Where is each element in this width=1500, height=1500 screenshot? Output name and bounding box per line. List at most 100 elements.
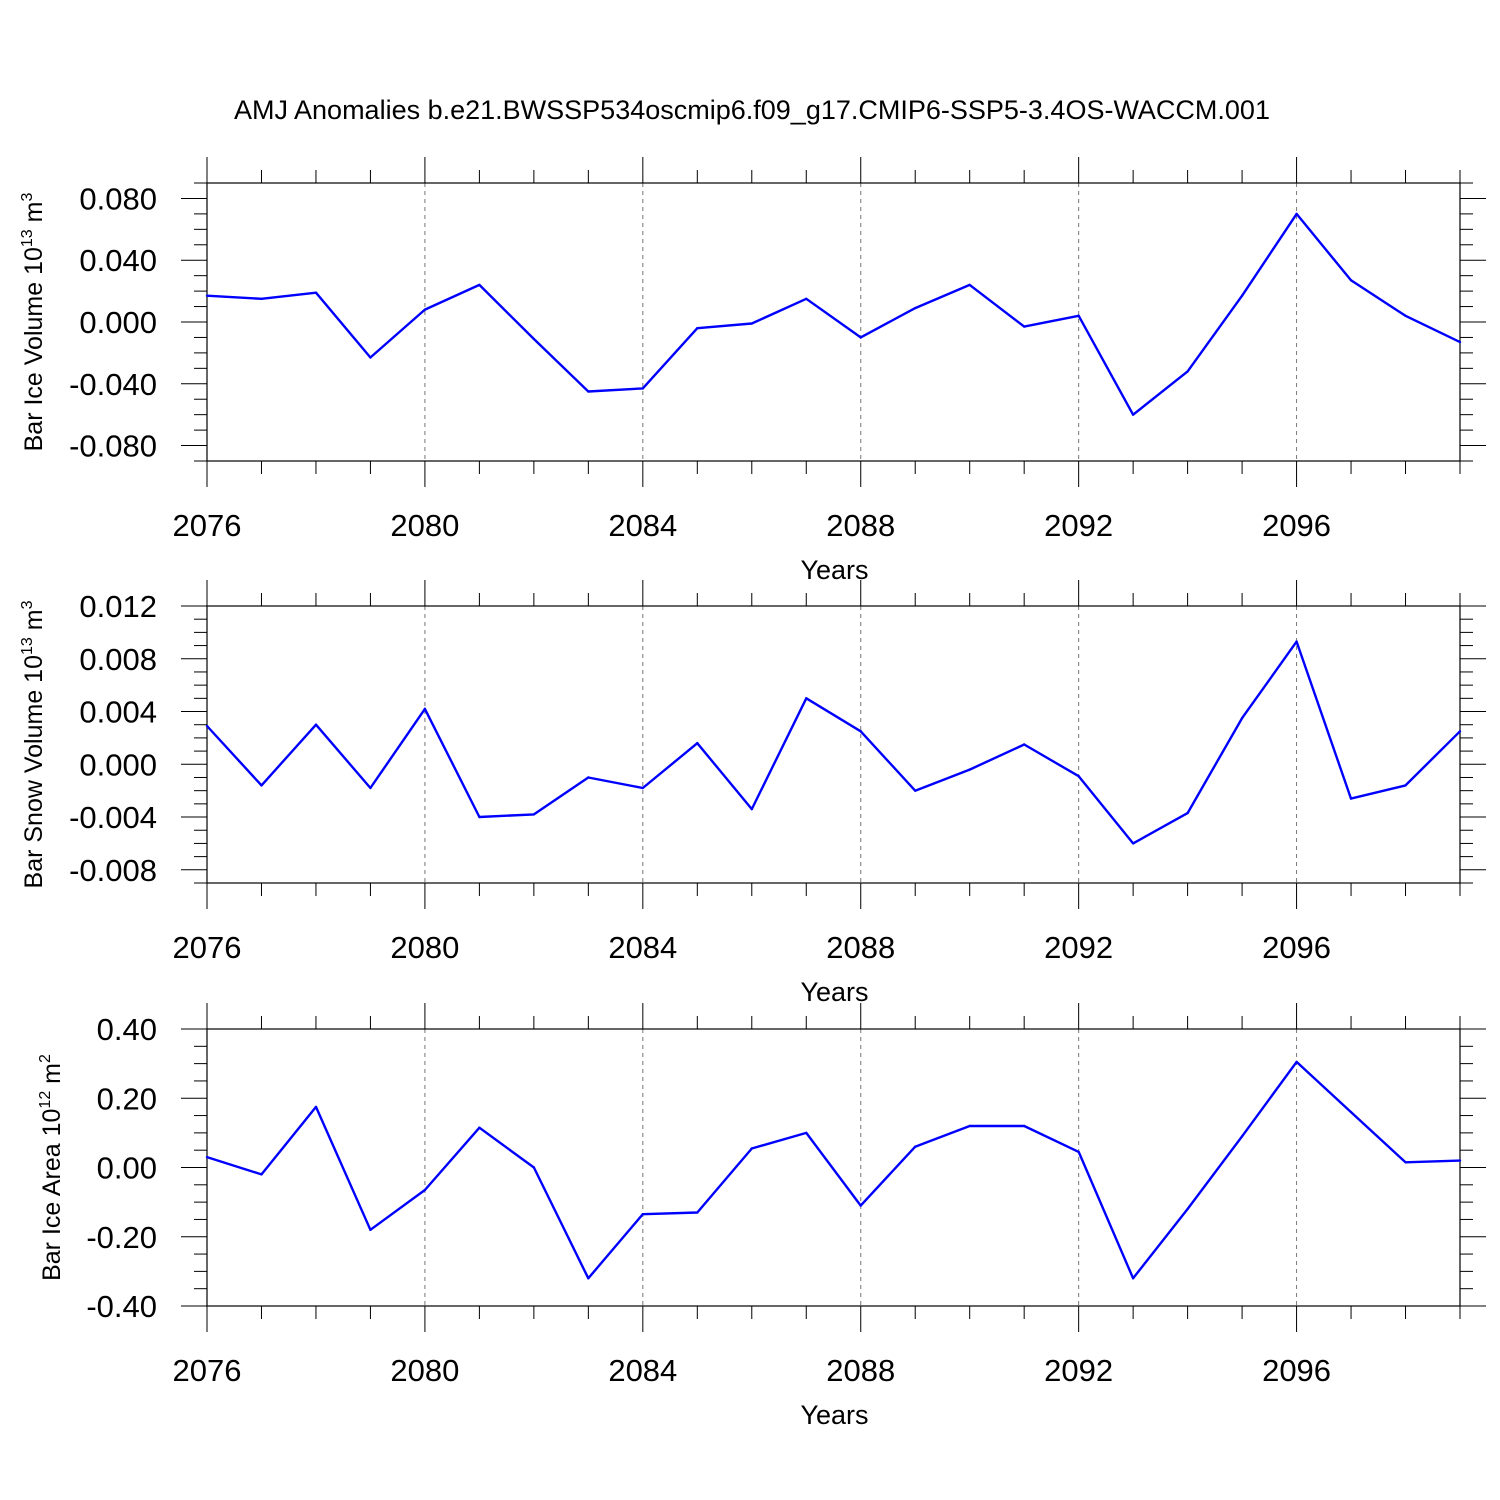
- y-axis-label-text: Bar Ice Area 10: [38, 1109, 66, 1281]
- y-tick-label: 0.012: [79, 589, 157, 624]
- x-tick-label: 2080: [390, 930, 459, 965]
- y-axis-label-text: Bar Snow Volume 10: [20, 655, 48, 888]
- data-point: [1186, 811, 1189, 815]
- y-axis-label-exponent: 13: [19, 229, 36, 247]
- data-point: [532, 337, 536, 341]
- data-point: [859, 730, 862, 733]
- data-point: [805, 297, 808, 301]
- panel-2: 2076 2080 2084 2088 2092 2096 -0.008 -0.004 0.00…: [19, 580, 1486, 1007]
- y-axis-label-unit: m: [20, 202, 48, 230]
- data-point: [587, 776, 590, 779]
- data-point: [369, 1228, 372, 1232]
- data-point: [696, 326, 699, 330]
- data-point: [1186, 370, 1189, 373]
- data-point: [369, 786, 372, 790]
- data-point: [968, 768, 971, 771]
- x-tick-label: 2084: [608, 930, 677, 965]
- x-tick-label: 2076: [173, 508, 242, 543]
- data-point: [1077, 314, 1080, 318]
- data-point: [314, 291, 318, 294]
- y-tick-label: -0.40: [86, 1289, 157, 1324]
- x-tick-label: 2096: [1262, 1353, 1331, 1388]
- data-point: [968, 1124, 971, 1128]
- x-tick-label: 2084: [608, 1353, 677, 1388]
- y-tick-label: 0.040: [79, 243, 157, 278]
- x-tick-label: 2080: [390, 508, 459, 543]
- data-point: [750, 322, 753, 325]
- y-tick-label: 0.000: [79, 305, 157, 340]
- data-point: [1131, 842, 1135, 845]
- data-point: [587, 390, 590, 393]
- y-tick-label: -0.004: [69, 800, 157, 835]
- data-point: [260, 297, 263, 301]
- data-point: [1349, 279, 1353, 282]
- data-point: [859, 1204, 862, 1207]
- y-axis-label-exponent: 12: [37, 1091, 54, 1109]
- y-tick-label: -0.080: [69, 429, 157, 464]
- data-point: [1186, 1207, 1189, 1211]
- data-point: [1404, 784, 1407, 787]
- x-tick-label: 2088: [826, 1353, 895, 1388]
- data-point: [423, 707, 427, 711]
- y-axis-label: Bar Ice Area 1012 m2: [37, 1054, 66, 1281]
- y-tick-label: -0.040: [69, 367, 157, 402]
- data-point: [696, 1211, 699, 1214]
- data-point: [1458, 340, 1462, 344]
- y-axis-label-unit-exponent: 2: [37, 1054, 54, 1063]
- x-axis-label: Years: [800, 1400, 868, 1430]
- x-tick-label: 2092: [1044, 930, 1113, 965]
- x-tick-label: 2092: [1044, 508, 1113, 543]
- y-tick-label: -0.20: [86, 1220, 157, 1255]
- y-axis-label: Bar Ice Volume 1013 m3: [19, 193, 48, 452]
- data-point: [1022, 1124, 1026, 1128]
- panel-3: 2076 2080 2084 2088 2092 2096 -0.40 -0.20 0.00 0.…: [37, 1003, 1486, 1430]
- data-point: [260, 1173, 263, 1176]
- data-point: [1295, 640, 1298, 643]
- data-point: [1349, 1110, 1353, 1114]
- y-axis-label-text: Bar Ice Volume 10: [20, 247, 48, 451]
- data-point: [1131, 413, 1135, 416]
- y-axis-label-unit: m: [38, 1063, 66, 1091]
- data-point: [641, 1213, 645, 1216]
- x-tick-label: 2096: [1262, 930, 1331, 965]
- data-point: [1240, 1135, 1244, 1138]
- data-point: [968, 283, 971, 287]
- y-axis-label-unit-exponent: 3: [19, 193, 36, 202]
- x-tick-label: 2096: [1262, 508, 1331, 543]
- series-line: [206, 1060, 1461, 1280]
- y-axis-label: Bar Snow Volume 1013 m3: [19, 600, 48, 888]
- data-point: [805, 697, 808, 700]
- plot-frame: [206, 605, 1461, 884]
- data-point: [914, 1145, 917, 1148]
- x-axis-label: Years: [800, 555, 868, 585]
- data-point: [532, 1166, 536, 1169]
- data-point: [641, 387, 645, 390]
- y-axis-label-unit-exponent: 3: [19, 600, 36, 609]
- x-tick-label: 2076: [173, 930, 242, 965]
- series-line: [206, 640, 1461, 845]
- data-point: [423, 1188, 427, 1192]
- data-point: [641, 786, 645, 790]
- data-point: [750, 807, 753, 811]
- data-point: [1295, 212, 1298, 216]
- data-point: [1458, 1159, 1462, 1162]
- data-point: [1022, 743, 1026, 746]
- data-point: [205, 294, 209, 297]
- x-tick-label: 2088: [826, 508, 895, 543]
- data-point: [205, 724, 209, 728]
- data-point: [914, 789, 917, 792]
- series-line: [206, 212, 1461, 416]
- figure-title: AMJ Anomalies b.e21.BWSSP534oscmip6.f09_…: [234, 95, 1270, 125]
- y-tick-label: 0.008: [79, 642, 157, 677]
- data-point: [369, 356, 372, 359]
- data-point: [859, 336, 862, 339]
- y-axis-label-exponent: 13: [19, 637, 36, 655]
- data-point: [1077, 774, 1080, 778]
- data-point: [314, 1105, 318, 1109]
- data-point: [696, 741, 699, 745]
- y-tick-label: 0.080: [79, 181, 157, 216]
- data-point: [1404, 1161, 1407, 1164]
- data-point: [1458, 730, 1462, 733]
- data-point: [914, 306, 917, 310]
